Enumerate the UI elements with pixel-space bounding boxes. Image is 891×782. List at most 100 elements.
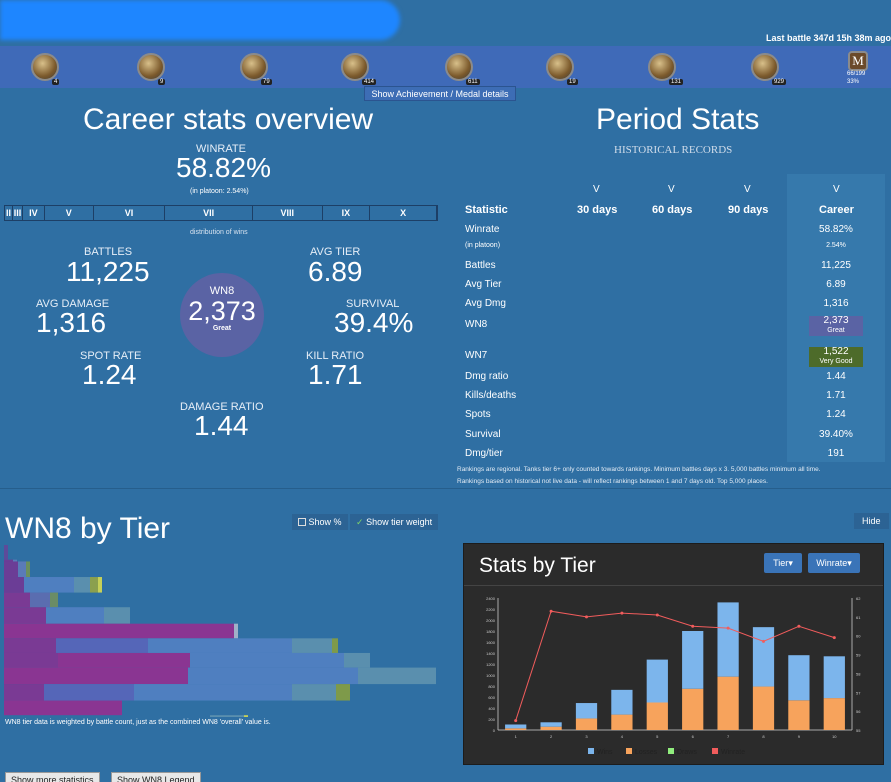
legend-label: Draws [677,749,697,756]
period-row-career: 1,522 [823,346,849,357]
medal-item[interactable]: M 66/199 33% [841,49,877,85]
medal-item[interactable]: 79 [237,49,273,85]
tier-segment-II: II [5,206,13,220]
period-subtitle: HISTORICAL RECORDS [614,144,733,156]
achievement-details-button[interactable]: Show Achievement / Medal details [364,86,516,101]
winrate-point [655,613,659,617]
y2-tick-label: 58 [856,671,861,676]
medal-item[interactable]: 4 [28,49,64,85]
caret-down-icon: ▾ [788,558,793,568]
period-dropdown-toggle[interactable]: V [833,184,840,195]
show-more-statistics-button[interactable]: Show more statistics [5,772,100,782]
battles-label: BATTLES [84,246,133,258]
wn8-tier-segment [4,700,122,716]
legend-swatch [668,748,674,754]
y2-tick-label: 62 [856,596,861,601]
period-header-cell: Career [819,204,854,216]
tier-segment-X: X [370,206,438,220]
medal-item[interactable]: 131 [645,49,684,85]
period-row-career: 2.54% [826,242,846,249]
winrate-point [762,639,765,643]
medal-item[interactable]: 611 [442,49,480,85]
wn8-circle: WN8 2,373 Great [180,273,264,357]
wn8-tier-segment [4,559,13,564]
wn8-tier-segment [74,577,90,593]
wins-bar [540,722,562,727]
hide-button[interactable]: Hide [854,513,889,529]
period-header-cell: 60 days [652,204,693,216]
losses-bar [682,688,704,730]
wn8-tier-segment [234,623,238,639]
medal-count: 131 [669,79,684,85]
medal-item[interactable]: 9 [134,49,170,85]
wn8-tier-segment [24,577,74,593]
period-dropdown-toggle[interactable]: V [593,184,600,195]
checkbox-icon[interactable] [298,518,306,526]
show-percent-toggle[interactable]: Show % [292,514,348,530]
panel-divider [464,585,883,586]
show-wn8-legend-button[interactable]: Show WN8 Legend [111,772,201,782]
winrate-dropdown[interactable]: Winrate▾ [808,553,860,573]
period-row-career: 11,225 [821,260,851,271]
period-row-career: 191 [827,448,845,459]
period-header-cell: Statistic [465,204,508,216]
y-tick-label: 2400 [486,596,496,601]
spot-rate-label: SPOT RATE [80,350,142,362]
x-tick-label: 4 [621,734,624,739]
period-row-label: Dmg/tier [465,448,503,459]
losses-bar [575,718,598,730]
medal-item[interactable]: 414 [338,49,377,85]
legend-label: Winrate [721,749,745,756]
wn8-tier-segment [18,561,26,578]
period-row-career: 39.40% [819,429,853,440]
medal-item[interactable]: 19 [543,49,579,85]
wn8-tier-segment [292,684,336,701]
tier-dropdown[interactable]: Tier▾ [764,553,802,573]
platoon-winrate: (in platoon: 2.54%) [190,188,249,195]
wn8-tier-segment [190,652,344,668]
y-tick-label: 800 [488,684,495,689]
period-row-label: Kills/deaths [465,390,517,401]
y-tick-label: 1800 [486,629,496,634]
winrate-point [514,719,518,723]
show-percent-label: Show % [308,517,342,527]
tier-segment-V: V [45,206,94,220]
stats-by-tier-panel: Stats by Tier Tier▾ Winrate▾ 0 200 400 600 8… [463,543,884,765]
period-row-label: Battles [465,260,496,271]
x-tick-label: 10 [832,734,837,739]
losses-bar [788,700,810,730]
y2-tick-label: 57 [856,690,861,695]
medal-bar: 4 9 79 414 611 19 131 929 M 66/199 33% [0,46,891,88]
medal-count: 929 [772,79,787,85]
y-tick-label: 1200 [486,662,496,667]
wn8-tier-segment [4,592,30,608]
period-row-label: WN7 [465,350,488,361]
damage-ratio-value: 1.44 [194,410,249,441]
medal-icon [240,53,268,81]
losses-bar [752,686,775,730]
spot-rate-value: 1.24 [82,359,137,390]
avg-tier-value: 6.89 [308,256,363,287]
wn8-tier-segment [26,561,30,578]
period-dropdown-toggle[interactable]: V [668,184,675,195]
wn8-tier-segment [4,545,8,560]
medal-item[interactable]: 929 [748,49,787,85]
legend-label: Wins [597,749,613,756]
tier-dropdown-label: Tier [773,558,789,568]
y-tick-label: 600 [488,695,495,700]
period-header-cell: 90 days [728,204,769,216]
period-row-label: WN8 [465,319,488,330]
survival-value: 39.4% [334,307,414,338]
wn8-tier-segment [4,638,56,653]
y-tick-label: 2200 [486,607,496,612]
show-tier-weight-toggle[interactable]: ✓ Show tier weight [350,514,439,530]
tier-segment-IX: IX [323,206,371,220]
check-icon: ✓ [356,517,364,527]
period-dropdown-toggle[interactable]: V [744,184,751,195]
wn8-by-tier-title: WN8 by Tier [5,512,171,545]
period-title: Period Stats [596,103,760,136]
wn8-tier-segment [4,652,58,668]
last-battle-text: Last battle 347d 15h 38m ago [765,33,891,43]
tier-segment-VII: VII [165,206,253,220]
period-row-career: 6.89 [826,279,846,290]
